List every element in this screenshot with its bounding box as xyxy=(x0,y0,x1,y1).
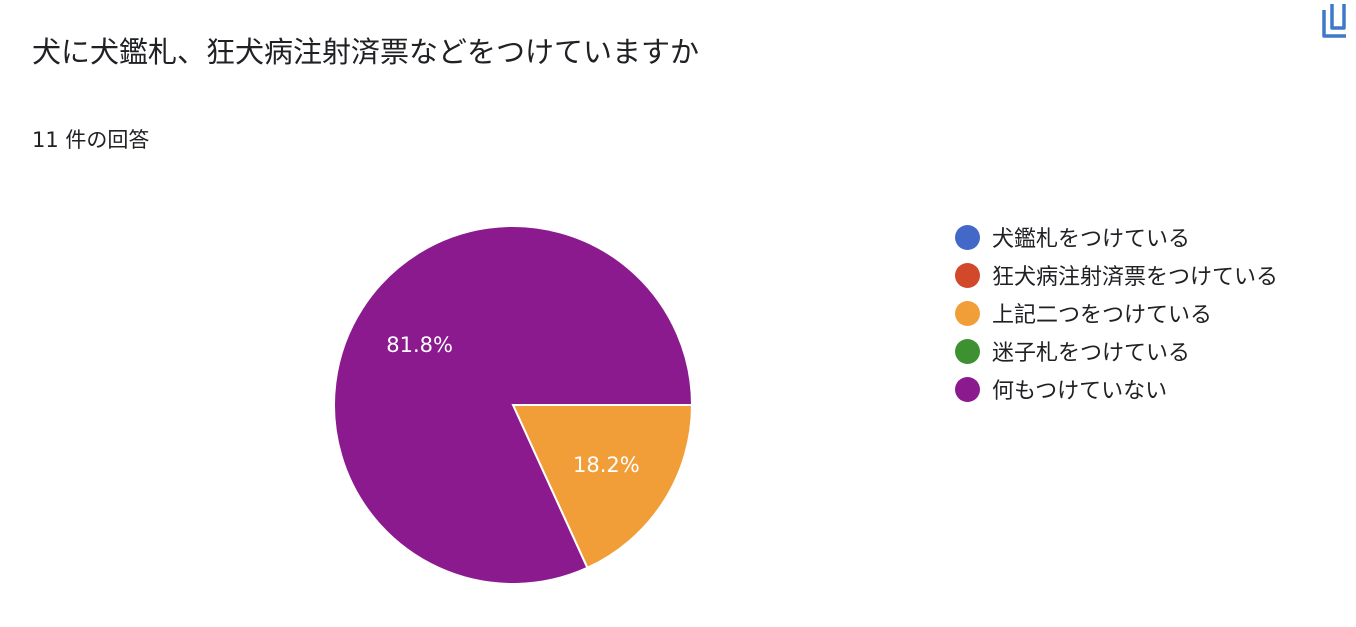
legend-label: 犬鑑札をつけている xyxy=(992,227,1191,252)
legend-swatch xyxy=(955,376,980,402)
chart-legend: 犬鑑札をつけている狂犬病注射済票をつけている 上記二つをつけている 迷子札をつけてい… xyxy=(955,218,1278,408)
pie-slice-label-5: 81.8% xyxy=(386,333,453,357)
legend-item[interactable]: 犬鑑札をつけている xyxy=(955,218,1278,256)
pie-slices xyxy=(333,225,694,585)
legend-item[interactable]: 迷子札をつけている xyxy=(955,332,1278,370)
response-count: 11 件の回答 xyxy=(32,128,150,152)
copy-chart-button[interactable] xyxy=(1314,0,1356,44)
legend-label: 狂犬病注射済票をつけている xyxy=(992,265,1279,290)
legend-item[interactable]: 何もつけていない xyxy=(955,370,1278,408)
pie-slice-5[interactable] xyxy=(333,225,694,585)
legend-item[interactable]: 狂犬病注射済票をつけている xyxy=(955,256,1278,294)
pie-slice-3[interactable] xyxy=(511,404,694,570)
legend-swatch xyxy=(955,224,980,250)
pie-slice-label-3: 18.2% xyxy=(573,453,640,477)
legend-label: 上記二つをつけている xyxy=(992,303,1213,328)
legend-label: 迷子札をつけている xyxy=(992,341,1191,366)
legend-swatch xyxy=(955,300,980,326)
legend-swatch xyxy=(955,338,980,364)
chart-title: 犬に犬鑑札、狂犬病注射済票などをつけていますか xyxy=(32,35,700,69)
copy-icon xyxy=(1322,4,1346,38)
legend-item[interactable]: 上記二つをつけている xyxy=(955,294,1278,332)
legend-swatch xyxy=(955,262,980,288)
pie-labels: 18.2% 81.8% xyxy=(386,333,639,477)
legend-label: 何もつけていない xyxy=(992,379,1168,404)
